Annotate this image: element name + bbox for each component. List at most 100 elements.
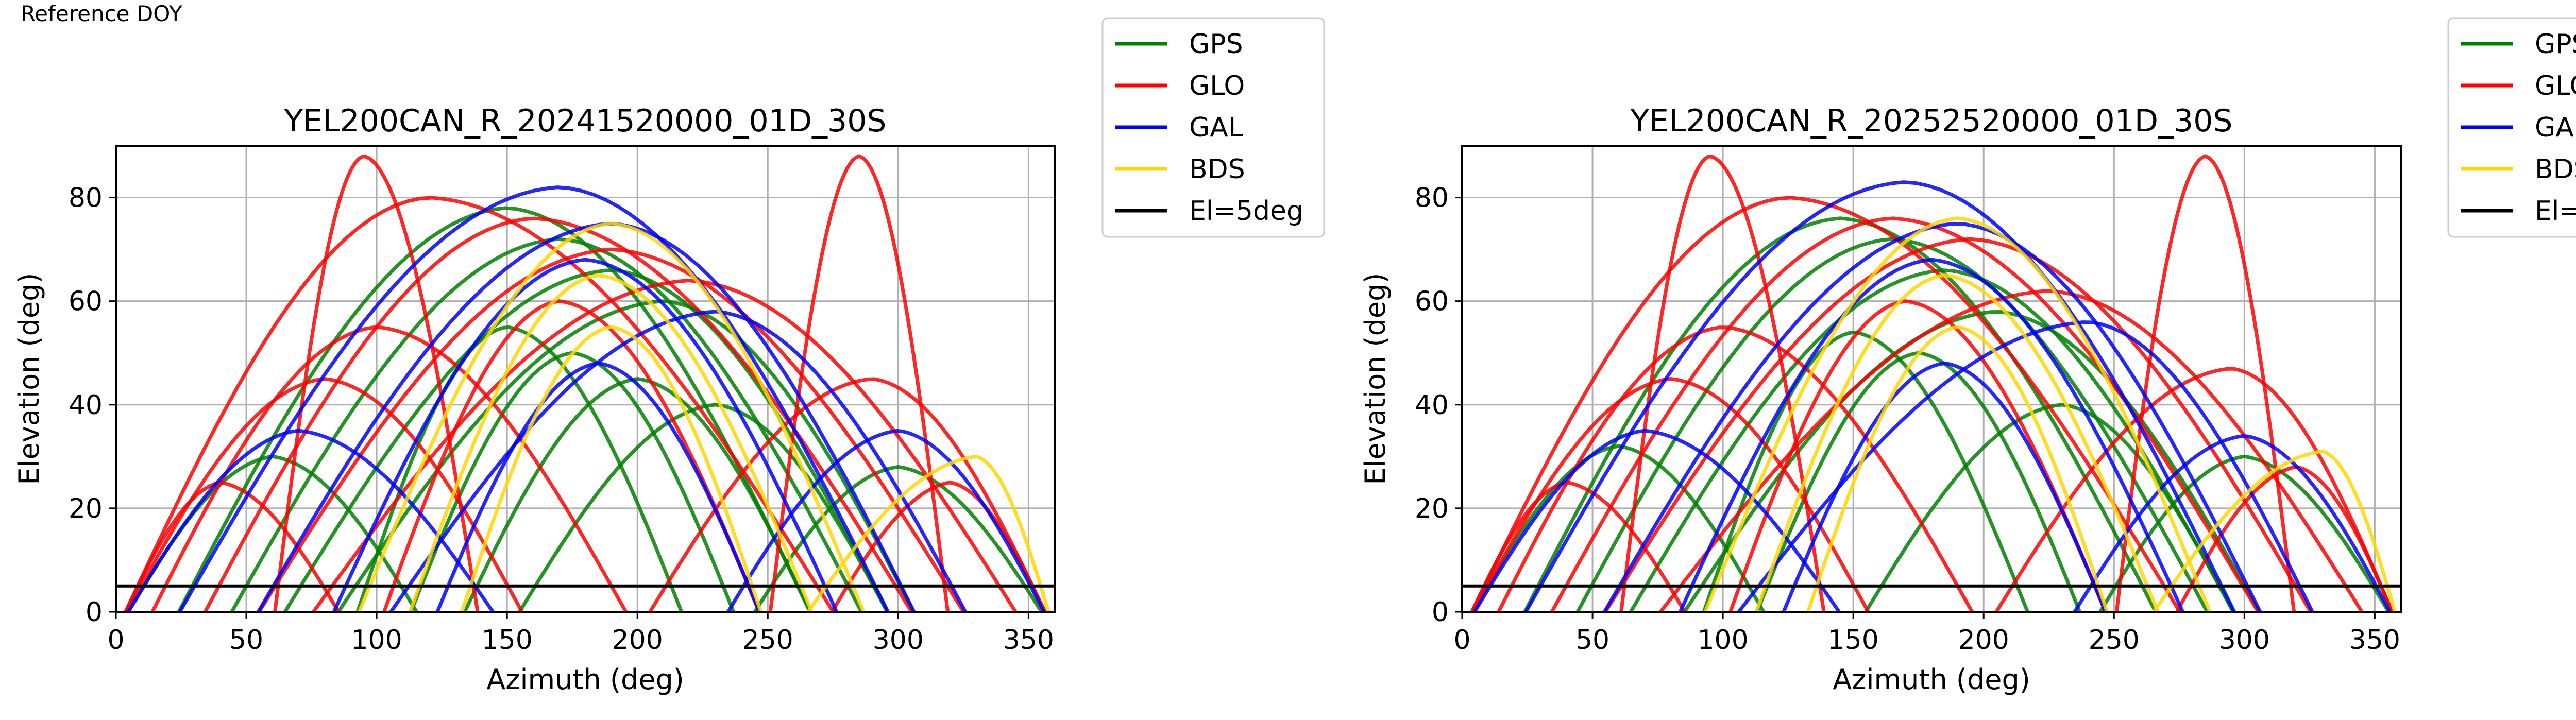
x-tick-label: 50	[229, 625, 263, 656]
track-gal-1	[178, 185, 890, 612]
x-axis-label: Azimuth (deg)	[486, 663, 684, 696]
y-tick-label: 0	[1432, 597, 1449, 628]
y-tick-label: 80	[69, 183, 103, 214]
track-gps-3	[1629, 268, 2235, 612]
track-gal-5	[126, 428, 495, 612]
chart-title: YEL200CAN_R_20252520000_01D_30S	[1630, 103, 2233, 139]
track-bds-2	[408, 273, 814, 612]
legend-label: BDS	[2535, 154, 2576, 185]
plot-frame	[1461, 145, 2402, 613]
track-glo-1	[1470, 196, 2182, 612]
track-gal-7	[435, 361, 761, 612]
x-tick-label: 200	[1958, 625, 2009, 656]
track-bds-2	[1754, 273, 2160, 612]
x-tick-label: 300	[2219, 625, 2270, 656]
track-glo-9	[1619, 154, 1826, 612]
x-tick-label: 150	[482, 625, 533, 656]
track-gal-6	[726, 428, 1046, 612]
track-gal-4	[1736, 320, 2315, 612]
x-axis-label: Azimuth (deg)	[1833, 663, 2030, 696]
chart-panel-2: 0 50 100 150 200 250 300 350 0 20 40 60 80 Azimuth (d…	[1359, 17, 2576, 696]
track-glo-4	[1658, 289, 2364, 612]
track-glo-3	[257, 247, 966, 612]
track-gal-5	[1472, 428, 1841, 612]
x-tick-label: 250	[2089, 625, 2140, 656]
track-gps-7	[463, 376, 812, 612]
legend: GPS GLO GAL BDS El=5deg	[1101, 17, 1325, 238]
track-gps-9	[752, 465, 1044, 612]
track-gps-4	[336, 299, 916, 612]
track-glo-8	[829, 481, 1047, 612]
x-tick-label: 200	[612, 625, 663, 656]
x-tick-label: 100	[351, 625, 402, 656]
chart-panel-1: 0 50 100 150 200 250 300 350 0 20 40 60 80 Azimuth (d…	[13, 17, 1325, 696]
legend-box	[1101, 17, 1325, 238]
y-tick-label: 40	[1415, 390, 1449, 421]
data-tracks	[123, 154, 1050, 612]
y-tick-label: 20	[1415, 493, 1449, 524]
track-bds-1	[357, 221, 866, 612]
legend-label: El=5deg	[2535, 196, 2576, 227]
track-glo-2	[1550, 216, 2261, 612]
legend-label: BDS	[1189, 154, 1245, 185]
track-glo-3	[1603, 237, 2313, 612]
track-bds-4	[806, 454, 1050, 612]
legend-label: GPS	[1189, 29, 1243, 60]
legend-label: El=5deg	[1189, 196, 1303, 227]
track-gal-1	[1523, 180, 2236, 612]
x-tick-label: 350	[1003, 625, 1054, 656]
y-tick-label: 60	[69, 286, 103, 317]
legend-label: GLO	[2535, 71, 2576, 101]
legend-label: GLO	[1189, 71, 1245, 101]
track-glo-1	[123, 196, 836, 612]
legend-label: GAL	[1189, 112, 1243, 143]
y-tick-label: 80	[1415, 183, 1449, 214]
track-glo-8	[2175, 465, 2394, 612]
page-label: Reference DOY	[21, 1, 182, 26]
x-tick-label: 250	[742, 625, 793, 656]
track-gps-5	[1702, 330, 2030, 612]
track-gal-6	[2072, 434, 2392, 612]
track-gps-1	[1522, 216, 2158, 612]
track-gal-4	[388, 310, 968, 612]
x-tick-label: 0	[107, 625, 124, 656]
track-glo-6	[648, 377, 1047, 612]
track-gps-10	[517, 403, 890, 612]
y-tick-label: 60	[1415, 286, 1449, 317]
y-axis-label: Elevation (deg)	[1359, 273, 1392, 485]
track-gal-3	[1678, 258, 2185, 612]
y-axis-label: Elevation (deg)	[13, 273, 45, 485]
x-tick-label: 50	[1575, 625, 1609, 656]
track-bds-3	[460, 325, 763, 612]
legend: GPS GLO GAL BDS El=5deg	[2447, 17, 2576, 238]
legend-label: GPS	[2535, 29, 2576, 60]
y-tick-label: 40	[69, 390, 103, 421]
track-bds-3	[1806, 325, 2109, 612]
track-gal-7	[1782, 361, 2108, 612]
data-tracks	[1469, 154, 2397, 612]
track-gps-4	[1682, 310, 2261, 612]
track-gps-5	[355, 325, 684, 612]
track-gal-2	[1602, 221, 2262, 612]
x-tick-label: 300	[873, 625, 924, 656]
x-tick-label: 350	[2349, 625, 2400, 656]
track-gps-7	[1471, 444, 1766, 612]
x-tick-label: 0	[1453, 625, 1470, 656]
legend-label: GAL	[2535, 112, 2576, 143]
track-gal-3	[332, 258, 839, 612]
track-gal-2	[256, 221, 916, 612]
track-bds-4	[2151, 449, 2397, 612]
plot-frame	[115, 145, 1056, 613]
track-glo-6	[1994, 367, 2394, 612]
track-gps-1	[177, 206, 812, 612]
track-glo-9	[273, 154, 480, 612]
track-glo-7	[1469, 481, 1687, 612]
x-tick-label: 100	[1697, 625, 1748, 656]
y-tick-label: 0	[86, 597, 103, 628]
y-tick-label: 20	[69, 493, 103, 524]
track-bds-1	[1703, 216, 2212, 612]
x-tick-label: 150	[1828, 625, 1879, 656]
chart-title: YEL200CAN_R_20241520000_01D_30S	[284, 103, 887, 139]
track-glo-7	[123, 481, 341, 612]
